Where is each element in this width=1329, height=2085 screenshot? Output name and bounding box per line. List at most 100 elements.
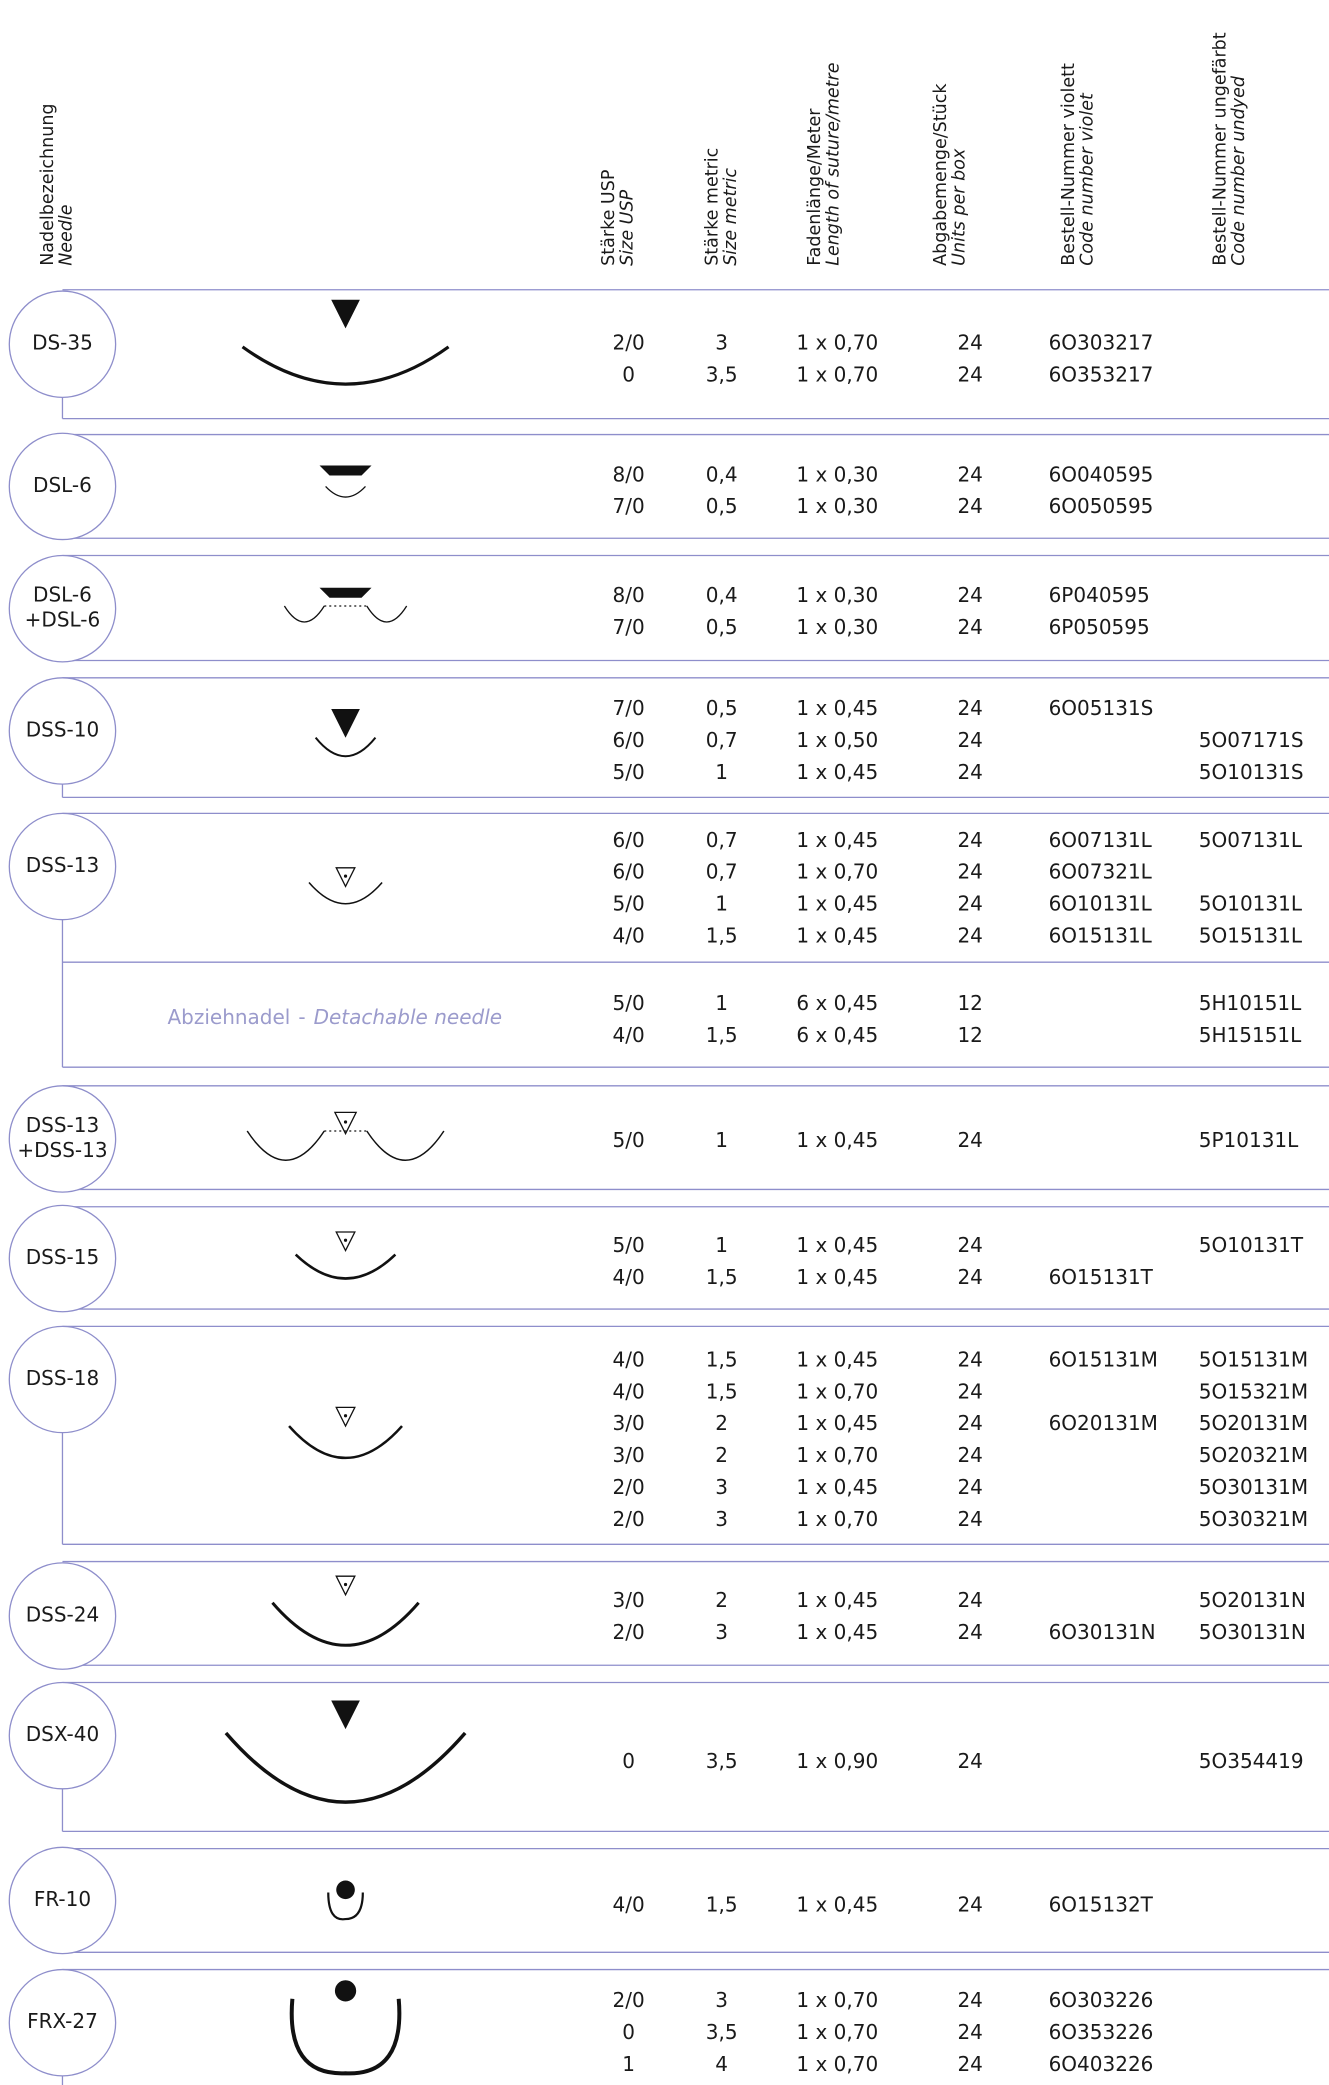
- cell: 24: [957, 1749, 982, 1773]
- cell: 6O353226: [1049, 2020, 1154, 2044]
- cell: 1: [715, 760, 728, 784]
- column-header: Stärke metric: [703, 148, 723, 266]
- needle-name: DSS-13: [26, 1113, 99, 1137]
- cell: 6O303217: [1049, 331, 1154, 355]
- cell: 1 x 0,30: [796, 615, 878, 639]
- needle-curve: [289, 1426, 402, 1458]
- cell: 4/0: [613, 923, 645, 947]
- needle-curve: [243, 347, 449, 384]
- cell: 2/0: [613, 1475, 645, 1499]
- cell: 24: [957, 1892, 982, 1916]
- cell: 3/0: [613, 1411, 645, 1435]
- needle-name: DSS-10: [26, 717, 99, 741]
- cell: 24: [957, 696, 982, 720]
- cell: 24: [957, 1265, 982, 1289]
- column-header-en: Size metric: [721, 168, 741, 266]
- cell: 0,5: [706, 494, 738, 518]
- cell: 3/0: [613, 1443, 645, 1467]
- cell: 4/0: [613, 1379, 645, 1403]
- cell: 5O15131L: [1199, 923, 1303, 947]
- cell: 0: [622, 363, 635, 387]
- cell: 12: [957, 991, 982, 1015]
- needle-tip: [320, 465, 372, 475]
- column-header-en: Code number violet: [1077, 92, 1097, 266]
- cell: 1: [715, 892, 728, 916]
- cell: 1 x 0,45: [796, 892, 878, 916]
- needle-tip-dot: [344, 1239, 347, 1242]
- cell: 1 x 0,45: [796, 696, 878, 720]
- cell: 0,5: [706, 696, 738, 720]
- cell: 24: [957, 1507, 982, 1531]
- cell: 2: [715, 1411, 728, 1435]
- cell: 4/0: [613, 1023, 645, 1047]
- column-header: Bestell-Nummer ungefärbt: [1210, 32, 1230, 266]
- cell: 3: [715, 1507, 728, 1531]
- needle-curve: [367, 1131, 444, 1160]
- cell: 24: [957, 1128, 982, 1152]
- needle-name: DSL-6: [33, 583, 92, 607]
- cell: 2/0: [613, 1620, 645, 1644]
- cell: 1,5: [706, 1892, 738, 1916]
- cell: 7/0: [613, 615, 645, 639]
- cell: 5O30131N: [1199, 1620, 1306, 1644]
- cell: 5O07171S: [1199, 728, 1304, 752]
- column-header: Stärke USP: [599, 170, 619, 266]
- cell: 24: [957, 363, 982, 387]
- cell: 24: [957, 828, 982, 852]
- needle-name: DSS-18: [26, 1366, 99, 1390]
- cell: 1: [715, 1233, 728, 1257]
- needle-name: DSS-13: [26, 853, 99, 877]
- needle-curve: [367, 606, 407, 622]
- note-sep: -: [298, 1005, 305, 1029]
- cell: 5O30321M: [1199, 1507, 1308, 1531]
- cell: 0,7: [706, 828, 738, 852]
- needle-curve: [292, 1999, 400, 2074]
- cell: 3,5: [706, 2020, 738, 2044]
- cell: 1,5: [706, 923, 738, 947]
- cell: 1: [622, 2052, 635, 2076]
- needle-name: DS-35: [32, 331, 93, 355]
- cell: 4: [715, 2052, 728, 2076]
- cell: 24: [957, 1988, 982, 2012]
- cell: 24: [957, 331, 982, 355]
- needle-name: FR-10: [34, 1887, 91, 1911]
- cell: 5O10131L: [1199, 892, 1303, 916]
- cell: 0,7: [706, 728, 738, 752]
- cell: 24: [957, 583, 982, 607]
- column-header-en: Code number undyed: [1229, 75, 1249, 266]
- cell: 1 x 0,45: [796, 1265, 878, 1289]
- cell: 12: [957, 1023, 982, 1047]
- cell: 5O10131T: [1199, 1233, 1304, 1257]
- cell: 6O30131N: [1049, 1620, 1156, 1644]
- needle-name: DSS-24: [26, 1603, 99, 1627]
- cell: 1 x 0,70: [796, 363, 878, 387]
- cell: 2: [715, 1443, 728, 1467]
- cell: 2/0: [613, 331, 645, 355]
- cell: 5P10131L: [1199, 1128, 1299, 1152]
- cell: 1 x 0,30: [796, 462, 878, 486]
- cell: 1 x 0,45: [796, 760, 878, 784]
- cell: 24: [957, 462, 982, 486]
- cell: 1 x 0,90: [796, 1749, 878, 1773]
- needle-tip: [332, 710, 359, 737]
- cell: 6 x 0,45: [796, 1023, 878, 1047]
- cell: 5H15151L: [1199, 1023, 1302, 1047]
- needle-tip: [320, 588, 372, 598]
- cell: 5O10131S: [1199, 760, 1304, 784]
- cell: 1: [715, 991, 728, 1015]
- cell: 5/0: [613, 991, 645, 1015]
- cell: 24: [957, 760, 982, 784]
- cell: 3,5: [706, 363, 738, 387]
- needle-tip: [336, 1881, 355, 1900]
- cell: 6O050595: [1049, 494, 1154, 518]
- cell: 5/0: [613, 760, 645, 784]
- cell: 6O07131L: [1049, 828, 1153, 852]
- cell: 1 x 0,30: [796, 494, 878, 518]
- cell: 7/0: [613, 696, 645, 720]
- column-header-en: Length of suture/metre: [823, 62, 843, 265]
- needle-curve: [272, 1603, 418, 1646]
- cell: 24: [957, 1443, 982, 1467]
- needle-name: +DSS-13: [17, 1138, 107, 1162]
- cell: 1 x 0,30: [796, 583, 878, 607]
- cell: 1,5: [706, 1347, 738, 1371]
